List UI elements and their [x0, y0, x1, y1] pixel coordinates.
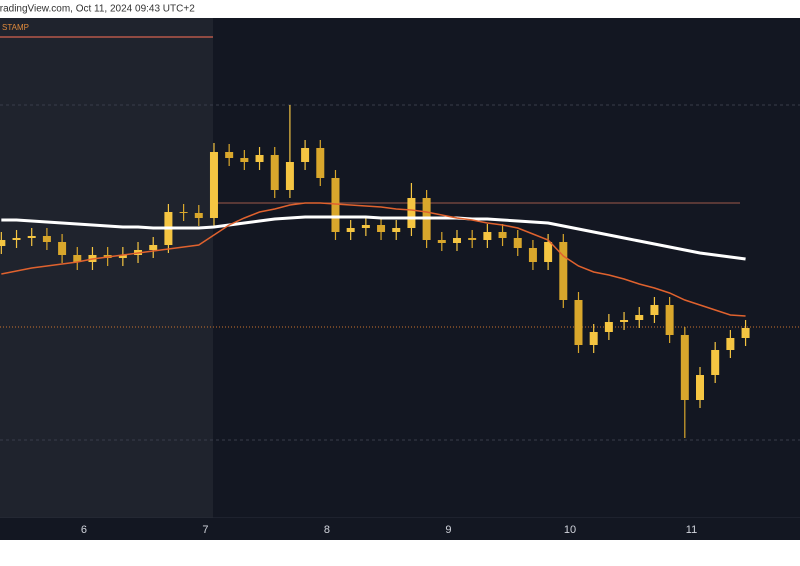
x-tick-label: 6 [81, 524, 87, 536]
symbol-label: STAMP [2, 23, 29, 32]
candle-body [377, 225, 386, 232]
x-tick-label: 7 [202, 524, 208, 536]
candle-body [255, 155, 264, 162]
moving-average [1, 215, 746, 261]
x-tick-label: 11 [686, 524, 697, 536]
candle-body [0, 240, 6, 246]
header-text: TradingView.com, Oct 11, 2024 09:43 UTC+… [0, 4, 195, 15]
candle-body [513, 238, 522, 248]
candle-body [12, 238, 21, 240]
candle-body [574, 300, 583, 345]
candle-body [118, 255, 127, 258]
candle-body [149, 245, 158, 250]
candle-body [331, 178, 340, 232]
candle-body [361, 225, 370, 228]
candle-body [741, 328, 750, 338]
candle-body [27, 236, 36, 238]
candle-body [179, 212, 188, 213]
candle-body [726, 338, 735, 350]
candle-body [468, 238, 477, 240]
candle-body [194, 213, 203, 218]
candle-body [437, 240, 446, 243]
candle-body [407, 198, 416, 228]
candle-body [73, 255, 82, 262]
time-axis [0, 518, 800, 540]
candle-body [301, 148, 310, 162]
candle-body [696, 375, 704, 400]
candle-body [620, 320, 629, 322]
candle-body [528, 248, 537, 262]
candle-body [392, 228, 401, 232]
candle-body [346, 228, 355, 232]
candle-body [680, 335, 689, 400]
candle-body [635, 315, 644, 320]
candle-body [559, 242, 568, 300]
candle-body [285, 162, 294, 190]
candle-body [589, 332, 598, 345]
moving-average [1, 202, 746, 317]
candle-body [270, 155, 279, 190]
candle-body [42, 236, 51, 242]
candle-body [316, 148, 325, 178]
candle-body [665, 305, 674, 335]
candle-body [650, 305, 659, 315]
x-tick-label: 10 [564, 524, 576, 536]
candle-body [240, 158, 249, 162]
candle-body [483, 232, 492, 240]
candle-body [209, 152, 218, 218]
candle-body [544, 242, 553, 262]
candle-body [498, 232, 507, 238]
x-tick-label: 8 [324, 524, 330, 536]
footer [0, 540, 800, 566]
header-bar [0, 0, 800, 18]
candle-body [711, 350, 720, 375]
candle-body [604, 322, 613, 332]
x-tick-label: 9 [445, 524, 451, 536]
candle-body [58, 242, 67, 255]
candle-body [452, 238, 461, 243]
candle-body [225, 152, 234, 158]
